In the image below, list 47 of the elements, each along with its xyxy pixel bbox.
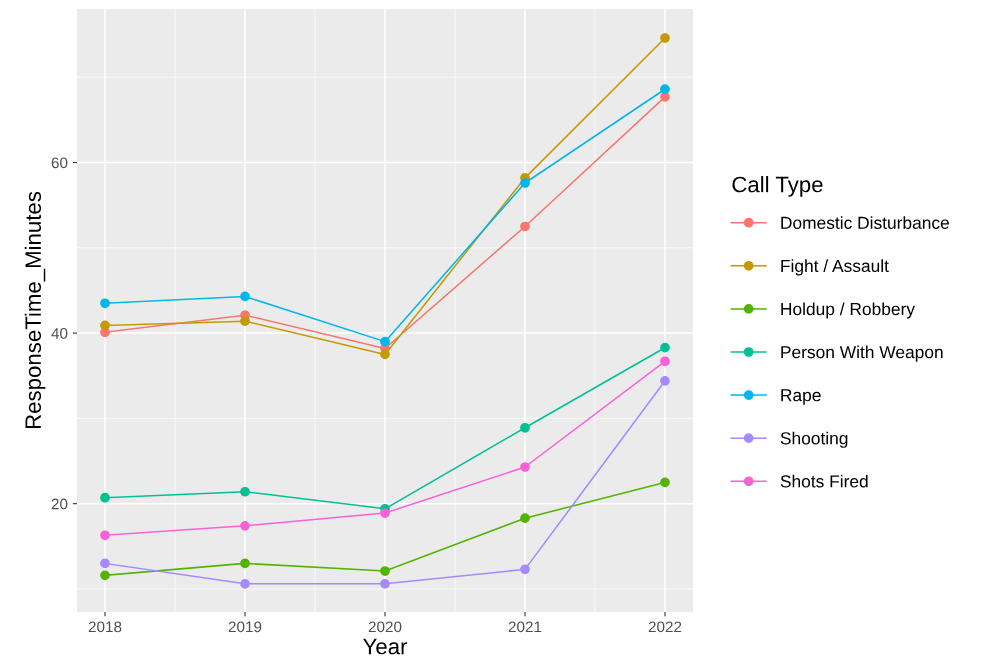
point <box>380 508 390 518</box>
point <box>660 356 670 367</box>
point <box>520 221 530 232</box>
point <box>660 477 670 488</box>
legend-label: Domestic Disturbance <box>781 216 949 229</box>
point <box>100 570 110 581</box>
x-tick-label: 2022 <box>648 621 682 633</box>
point <box>100 298 110 309</box>
point <box>240 578 250 589</box>
point <box>380 566 390 576</box>
point <box>240 316 250 327</box>
legend-label: Shots Fired <box>780 474 868 488</box>
point <box>380 349 390 360</box>
x-tick-label: 2018 <box>88 621 122 633</box>
point <box>100 320 110 331</box>
legend-label: Rape <box>781 389 821 405</box>
legend-label: Fight / Assault <box>781 259 889 276</box>
y-axis-title: ResponseTime_Minutes <box>24 191 46 429</box>
point <box>520 178 530 188</box>
point <box>660 342 670 353</box>
point <box>100 558 110 569</box>
point <box>660 33 670 43</box>
y-tick-label: 20 <box>51 498 68 510</box>
y-tick-label: 60 <box>51 157 68 169</box>
y-tick-label: 40 <box>51 327 68 339</box>
point <box>660 376 670 386</box>
legend-label: Holdup / Robbery <box>781 302 915 319</box>
point <box>520 564 530 575</box>
legend-label: Shooting <box>780 431 848 448</box>
point <box>240 520 250 531</box>
point <box>660 84 670 95</box>
point <box>100 530 110 541</box>
point <box>520 462 530 472</box>
point <box>240 486 250 497</box>
point <box>380 336 390 347</box>
x-tick-label: 2020 <box>368 621 402 633</box>
legend-label: Person With Weapon <box>781 345 943 362</box>
point <box>100 492 110 503</box>
x-tick-label: 2021 <box>508 621 542 633</box>
legend-title: Call Type <box>732 176 823 197</box>
x-tick-label: 2019 <box>228 621 262 633</box>
point <box>240 291 250 302</box>
point <box>380 578 390 589</box>
point <box>520 422 530 433</box>
x-axis-title: Year <box>363 638 408 655</box>
point <box>240 558 250 569</box>
point <box>520 513 530 524</box>
